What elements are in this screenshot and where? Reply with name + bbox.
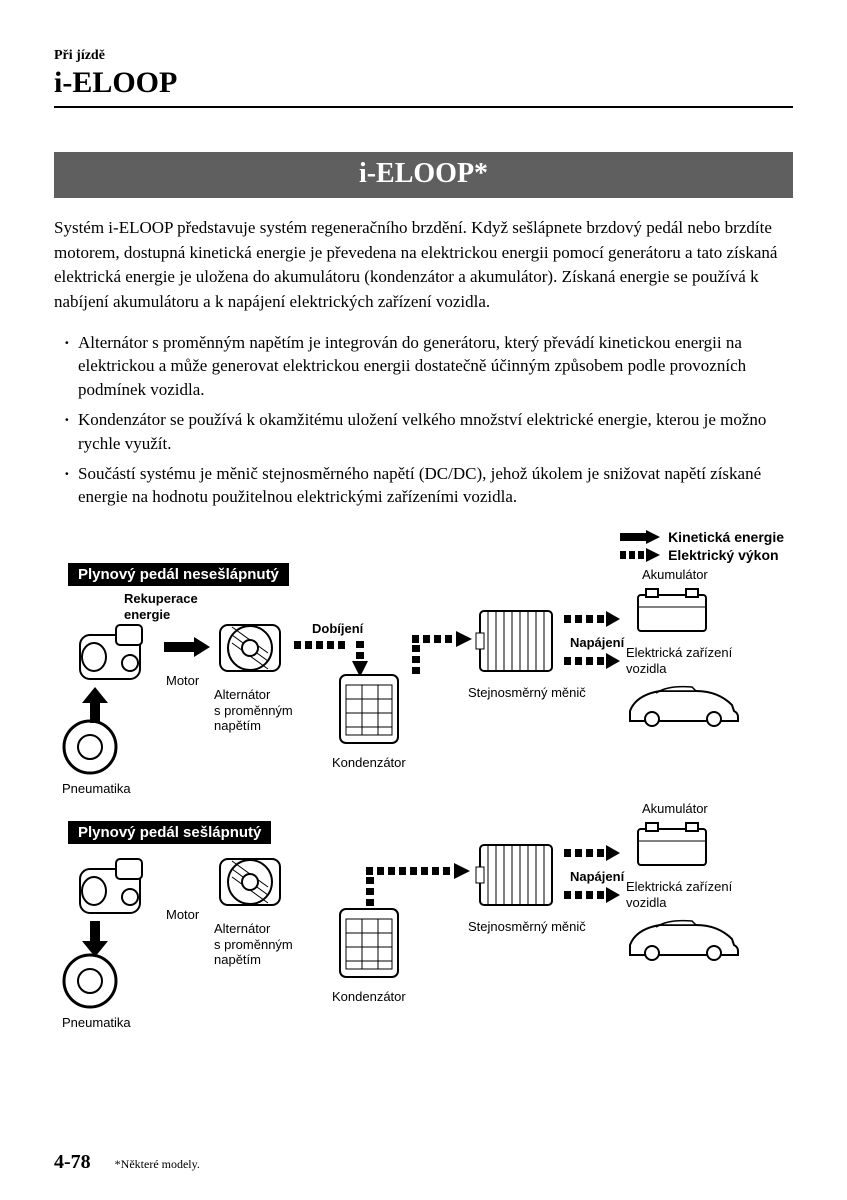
- battery-icon: [634, 585, 712, 635]
- dcdc-converter-icon: [474, 837, 560, 915]
- alternator-icon: [214, 849, 290, 915]
- engine-icon: [72, 855, 158, 925]
- state-label-pressed: Plynový pedál sešlápnutý: [68, 821, 271, 844]
- label-supply: Napájení: [570, 635, 624, 651]
- label-vehicle-elec: Elektrická zařízení vozidla: [626, 645, 732, 676]
- bullet-item: Součástí systému je měnič stejnosměrného…: [64, 462, 793, 510]
- arrow-solid-down-icon: [82, 921, 108, 957]
- arrow-dashed-icon: [410, 631, 474, 677]
- page-title: i-ELOOP: [54, 66, 793, 108]
- arrow-solid-up-icon: [82, 687, 108, 723]
- label-vehicle-elec: Elektrická zařízení vozidla: [626, 879, 732, 910]
- dcdc-converter-icon: [474, 603, 560, 681]
- section-banner: i-ELOOP*: [54, 152, 793, 198]
- label-engine: Motor: [166, 673, 199, 689]
- diagram-legend: Kinetická energie Elektrický výkon: [620, 529, 784, 565]
- arrow-dashed-right-icon: [564, 611, 620, 627]
- battery-icon: [634, 819, 712, 869]
- state-label-released: Plynový pedál nesešlápnutý: [68, 563, 289, 586]
- arrow-dashed-right-icon: [564, 845, 620, 861]
- arrow-dashed-right-icon: [564, 653, 620, 669]
- label-dcdc: Stejnosměrný měnič: [468, 685, 586, 701]
- bullet-item: Alternátor s proměnným napětím je integr…: [64, 331, 793, 402]
- arrow-dashed-right-icon: [564, 887, 620, 903]
- label-tire: Pneumatika: [62, 1015, 131, 1031]
- footnote: *Některé modely.: [115, 1157, 200, 1172]
- label-alternator: Alternátor s proměnným napětím: [214, 921, 293, 968]
- alternator-icon: [214, 615, 290, 681]
- legend-kinetic-label: Kinetická energie: [668, 529, 784, 545]
- label-tire: Pneumatika: [62, 781, 131, 797]
- energy-flow-diagram: Kinetická energie Elektrický výkon Plyno…: [54, 529, 794, 1109]
- label-battery: Akumulátor: [642, 801, 708, 817]
- solid-arrow-icon: [620, 530, 660, 544]
- car-icon: [622, 911, 742, 961]
- label-charging: Dobíjení: [312, 621, 363, 637]
- label-engine: Motor: [166, 907, 199, 923]
- legend-electric-label: Elektrický výkon: [668, 547, 779, 563]
- bullet-item: Kondenzátor se používá k okamžitému ulož…: [64, 408, 793, 456]
- breadcrumb: Při jízdě: [54, 48, 793, 64]
- label-capacitor: Kondenzátor: [332, 755, 406, 771]
- label-alternator: Alternátor s proměnným napětím: [214, 687, 293, 734]
- tire-icon: [60, 717, 120, 777]
- page-number: 4-78: [54, 1151, 91, 1174]
- label-recovery: Rekuperace energie: [124, 591, 198, 622]
- bullet-list: Alternátor s proměnným napětím je integr…: [64, 331, 793, 510]
- arrow-dashed-icon: [364, 863, 474, 909]
- label-capacitor: Kondenzátor: [332, 989, 406, 1005]
- label-dcdc: Stejnosměrný měnič: [468, 919, 586, 935]
- label-supply: Napájení: [570, 869, 624, 885]
- page-footer: 4-78 *Některé modely.: [54, 1151, 200, 1174]
- car-icon: [622, 677, 742, 727]
- capacitor-icon: [332, 903, 408, 985]
- label-battery: Akumulátor: [642, 567, 708, 583]
- arrow-solid-right-icon: [164, 637, 210, 657]
- dashed-arrow-icon: [620, 548, 660, 562]
- engine-icon: [72, 621, 158, 691]
- tire-icon: [60, 951, 120, 1011]
- intro-paragraph: Systém i-ELOOP představuje systém regene…: [54, 216, 793, 315]
- capacitor-icon: [332, 669, 408, 751]
